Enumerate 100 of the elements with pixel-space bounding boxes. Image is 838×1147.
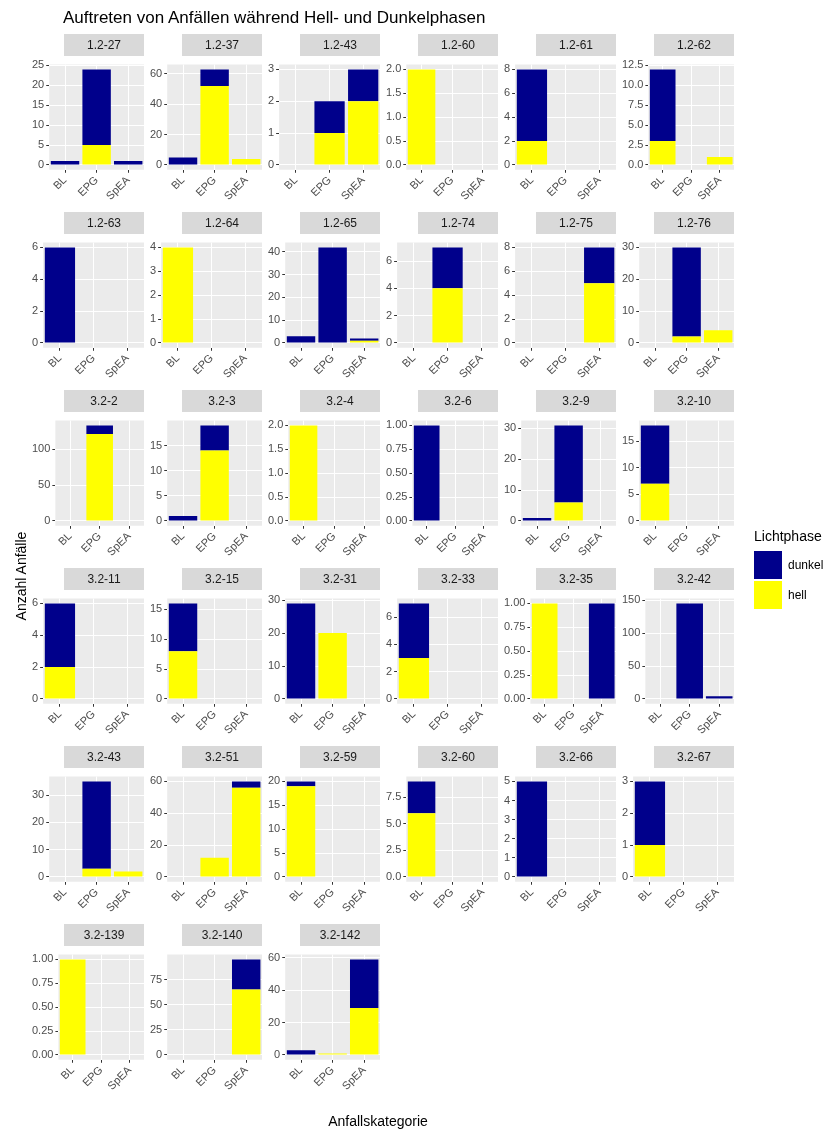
x-tick-label: BL	[45, 707, 64, 726]
y-tick-label: 4	[503, 288, 511, 301]
y-tick-label: 5	[156, 488, 163, 501]
y-tick-label: 1	[503, 850, 511, 863]
y-tick-label: 6	[31, 596, 39, 609]
y-tick-label: 5.0	[628, 118, 644, 131]
bar	[348, 101, 379, 165]
y-tick-label: 6	[503, 86, 511, 99]
x-tick-label: BL	[163, 351, 182, 370]
y-tick-label: 0	[44, 514, 51, 527]
y-tick-label: 0	[156, 1048, 163, 1061]
bar	[231, 787, 261, 877]
x-tick-label: BL	[412, 529, 431, 548]
y-tick-label: 2	[503, 134, 511, 147]
x-tick-label: BL	[645, 707, 664, 726]
chart-title: 1.2-76	[654, 212, 734, 234]
bar	[554, 502, 583, 521]
y-tick-label: 2	[31, 660, 39, 673]
y-tick-label: 0.00	[385, 514, 408, 527]
y-tick-label: 5	[156, 662, 163, 675]
y-tick-label: 1	[149, 312, 157, 325]
y-tick-label: 20	[267, 774, 281, 787]
chart-title: 3.2-10	[654, 390, 734, 412]
y-tick-label: 0.25	[31, 1024, 54, 1037]
y-tick-label: 2.0	[385, 62, 402, 75]
x-tick-label: BL	[640, 351, 659, 370]
x-tick-label: BL	[58, 1063, 77, 1082]
y-tick-label: 1	[621, 838, 629, 851]
x-tick-label: BL	[399, 707, 418, 726]
y-tick-label: 4	[31, 272, 39, 285]
y-tick-label: 20	[621, 272, 635, 285]
y-tick-label: 150	[621, 593, 641, 606]
y-tick-label: 0	[274, 692, 281, 705]
y-tick-label: 50	[149, 997, 163, 1010]
y-tick-label: 2.5	[628, 138, 644, 151]
bar	[314, 101, 345, 134]
y-tick-label: 0.0	[385, 158, 402, 171]
x-tick-label: BL	[648, 173, 667, 192]
x-tick-label: BL	[286, 707, 305, 726]
y-tick-label: 20	[149, 127, 163, 140]
y-tick-label: 2	[385, 664, 393, 677]
y-tick-label: 8	[503, 240, 511, 253]
y-tick-label: 0.25	[385, 490, 408, 503]
chart-title: 3.2-42	[654, 568, 734, 590]
x-tick-label: BL	[168, 707, 187, 726]
chart-title: 3.2-60	[418, 746, 498, 768]
bar	[348, 69, 379, 102]
y-tick-label: 10	[621, 304, 635, 317]
y-tick-label: 0.0	[267, 514, 284, 527]
text: Anfallskategorie	[327, 1113, 429, 1129]
y-tick-label: 10.0	[621, 78, 644, 91]
y-tick-label: 0	[510, 514, 517, 527]
x-tick-label: BL	[286, 351, 305, 370]
y-tick-label: 2	[621, 806, 629, 819]
y-tick-label: 5	[503, 774, 511, 787]
chart-title: 3.2-31	[300, 568, 380, 590]
y-tick-label: 3	[267, 62, 275, 75]
chart-title: 3.2-67	[654, 746, 734, 768]
bar	[82, 145, 111, 165]
y-tick-label: 4	[385, 637, 393, 650]
bar	[706, 157, 733, 165]
x-tick-label: BL	[517, 351, 536, 370]
y-tick-label: 5	[628, 487, 635, 500]
y-tick-label: 4	[503, 110, 511, 123]
y-tick-label: 5	[274, 846, 281, 859]
x-tick-label: BL	[50, 885, 69, 904]
x-tick-label: BL	[407, 885, 426, 904]
y-tick-label: 0.5	[267, 490, 284, 503]
chart-title: 3.2-139	[64, 924, 144, 946]
y-tick-label: 7.5	[385, 790, 402, 803]
y-tick-label: 1.5	[267, 442, 284, 455]
chart-title: 1.2-63	[64, 212, 144, 234]
bar	[231, 781, 261, 788]
chart-title: 3.2-4	[300, 390, 380, 412]
y-tick-label: 20	[149, 838, 163, 851]
y-tick-label: 1.0	[267, 466, 284, 479]
y-tick-label: 0	[503, 870, 511, 883]
chart-title: 1.2-37	[182, 34, 262, 56]
y-tick-label: 1.0	[385, 110, 402, 123]
bar	[82, 69, 111, 146]
x-tick-label: BL	[286, 1063, 305, 1082]
y-tick-label: 30	[503, 421, 517, 434]
y-tick-label: 60	[149, 774, 163, 787]
chart-title: 1.2-60	[418, 34, 498, 56]
y-tick-label: 10	[31, 842, 45, 855]
y-tick-label: 10	[149, 632, 163, 645]
y-tick-label: 3	[503, 812, 511, 825]
x-tick-label: BL	[517, 885, 536, 904]
y-tick-label: 50	[38, 478, 51, 491]
y-tick-label: 0.0	[628, 158, 644, 171]
y-tick-label: 0	[274, 336, 281, 349]
y-tick-label: 5	[38, 138, 45, 151]
y-tick-label: 20	[31, 78, 45, 91]
x-tick-label: BL	[640, 529, 659, 548]
bar	[286, 1050, 316, 1055]
y-tick-label: 10	[149, 463, 163, 476]
y-tick-label: 1.00	[503, 596, 526, 609]
y-tick-label: 2	[31, 304, 39, 317]
bar	[286, 336, 316, 343]
x-tick-label: BL	[50, 173, 69, 192]
